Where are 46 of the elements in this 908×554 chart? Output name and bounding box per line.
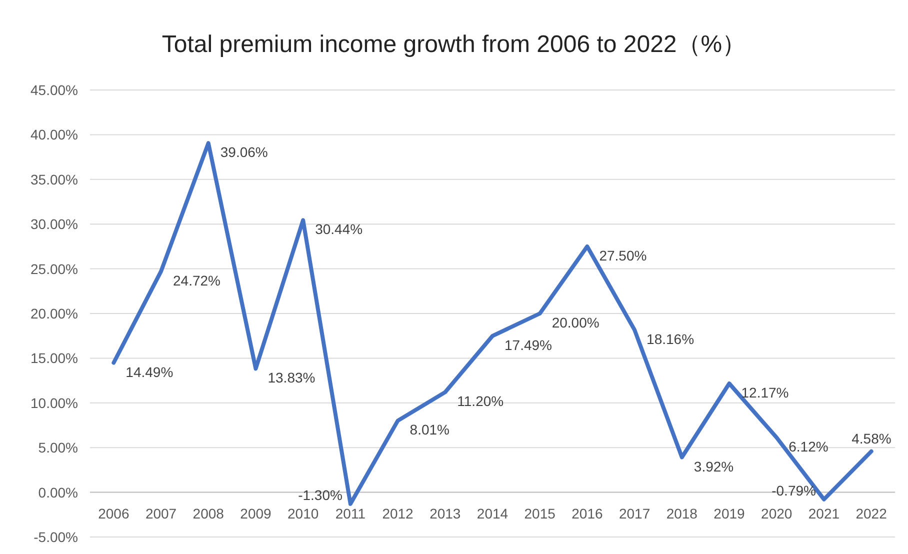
y-tick-label: 15.00% xyxy=(30,350,78,366)
data-label: 12.17% xyxy=(741,384,789,400)
x-tick-label: 2012 xyxy=(382,505,414,522)
data-label: 4.58% xyxy=(852,430,892,446)
y-tick-label: 40.00% xyxy=(30,126,78,143)
data-label: -1.30% xyxy=(298,486,342,503)
y-tick-label: 35.00% xyxy=(30,171,78,188)
x-tick-label: 2015 xyxy=(524,505,556,522)
data-label: 27.50% xyxy=(599,247,647,264)
x-tick-label: 2017 xyxy=(618,505,650,522)
data-label: 11.20% xyxy=(457,393,504,410)
data-label: 17.49% xyxy=(504,336,552,353)
data-label: 6.12% xyxy=(788,438,828,455)
y-tick-label: 20.00% xyxy=(30,306,78,322)
data-label: 20.00% xyxy=(552,314,600,330)
y-tick-label: 25.00% xyxy=(30,260,78,277)
x-tick-label: 2011 xyxy=(335,505,366,522)
data-label: 39.06% xyxy=(220,144,268,160)
x-tick-label: 2009 xyxy=(240,505,272,522)
x-tick-label: 2016 xyxy=(572,505,603,522)
x-tick-label: 2007 xyxy=(145,505,177,522)
data-label: 8.01% xyxy=(410,422,450,438)
y-tick-label: -5.00% xyxy=(34,529,78,545)
x-tick-label: 2010 xyxy=(288,505,319,522)
data-label: 13.83% xyxy=(268,370,316,386)
x-tick-label: 2014 xyxy=(476,505,508,522)
x-tick-label: 2021 xyxy=(808,505,840,522)
y-tick-label: 45.00% xyxy=(30,82,78,98)
y-tick-label: 10.00% xyxy=(30,394,78,411)
data-label: -0.79% xyxy=(772,482,816,498)
data-label: 3.92% xyxy=(694,458,734,474)
x-tick-label: 2022 xyxy=(856,505,888,522)
chart-title: Total premium income growth from 2006 to 2022（%） xyxy=(162,31,746,58)
x-tick-label: 2008 xyxy=(192,505,224,522)
x-tick-label: 2018 xyxy=(666,505,698,522)
data-label: 30.44% xyxy=(315,221,363,238)
data-label: 18.16% xyxy=(646,330,694,347)
data-label: 14.49% xyxy=(126,364,174,380)
x-tick-label: 2013 xyxy=(430,505,461,522)
y-tick-label: 0.00% xyxy=(38,484,78,500)
x-tick-label: 2020 xyxy=(761,505,792,522)
y-tick-label: 5.00% xyxy=(38,440,78,456)
data-label: 24.72% xyxy=(173,272,221,288)
x-tick-label: 2019 xyxy=(714,505,746,522)
y-tick-label: 30.00% xyxy=(30,216,78,232)
x-tick-label: 2006 xyxy=(98,505,130,522)
